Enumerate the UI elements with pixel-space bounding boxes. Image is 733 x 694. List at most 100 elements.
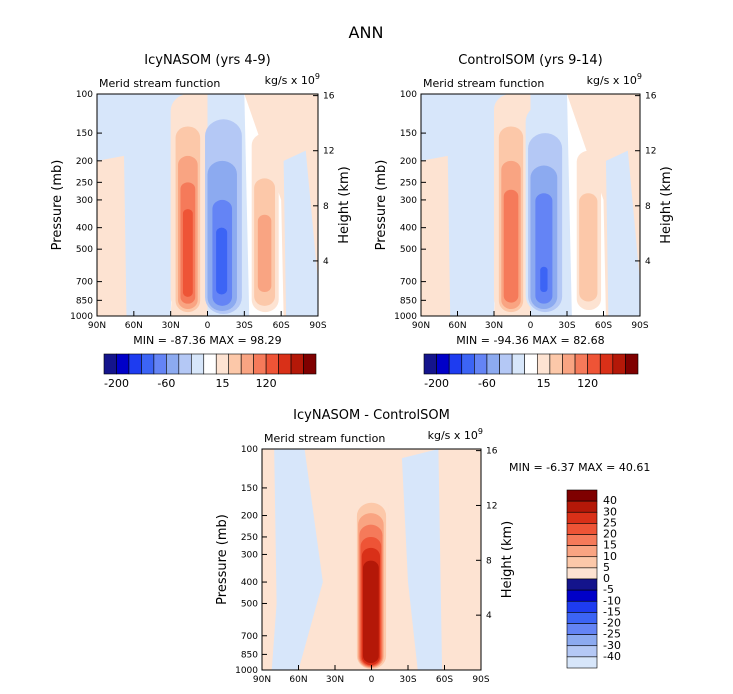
contour-field	[262, 449, 481, 670]
colorbar-label: 10	[603, 550, 617, 563]
contour-cell	[216, 227, 228, 295]
colorbar-swatch	[566, 656, 598, 669]
x-tick-label: 30S	[236, 321, 253, 331]
colorbar-swatch	[499, 353, 513, 375]
colorbar-label: -15	[603, 605, 621, 618]
y2-tick-label: 8	[323, 202, 329, 212]
colorbar-label: 40	[603, 494, 617, 507]
x-tick-label: 30N	[326, 675, 344, 685]
x-tick-label: 60N	[289, 675, 307, 685]
colorbar-swatch	[303, 353, 317, 375]
colorbar-label: 15	[603, 539, 617, 552]
colorbar-swatch	[215, 353, 230, 375]
panel-icynasom: IcyNASOM (yrs 4-9) Merid stream function k…	[50, 53, 352, 390]
y-tick-label: 100	[241, 445, 258, 455]
colorbar-swatch	[612, 353, 626, 375]
min-max-label: MIN = -87.36 MAX = 98.29	[133, 334, 281, 347]
y-tick-label: 300	[76, 196, 93, 206]
colorbar-label: -60	[478, 377, 496, 390]
colorbar-label: -10	[603, 594, 621, 607]
colorbar-swatch	[566, 556, 598, 569]
y-tick-label: 850	[400, 296, 417, 306]
y2-tick-label: 12	[645, 147, 656, 157]
colorbar-swatch	[549, 353, 563, 375]
colorbar-label: 25	[603, 516, 617, 529]
y-tick-label: 100	[400, 90, 417, 100]
y-tick-label: 500	[241, 599, 258, 609]
y2-tick-label: 8	[486, 556, 492, 566]
colorbar-swatch	[461, 353, 475, 375]
colorbar-swatch	[141, 353, 155, 375]
contour-cell	[143, 182, 164, 312]
pale-positive-region	[421, 155, 451, 316]
pale-negative-region	[271, 449, 323, 670]
x-tick-label: 0	[369, 675, 375, 685]
y-tick-label: 200	[241, 512, 258, 522]
y-axis-title: Pressure (mb)	[374, 160, 389, 251]
y-tick-label: 100	[76, 90, 93, 100]
colorbar-swatch	[566, 612, 598, 624]
y-tick-label: 850	[76, 296, 93, 306]
colorbar-swatch	[190, 353, 205, 375]
colorbar-label: -200	[424, 377, 449, 390]
colorbar-label: 15	[537, 377, 551, 390]
x-tick-label: 90S	[631, 321, 648, 331]
y-tick-label: 150	[241, 484, 258, 494]
y2-axis-title: Height (km)	[659, 166, 674, 243]
y-tick-label: 250	[241, 533, 258, 543]
units-label: kg/s x 109	[587, 72, 642, 87]
y-tick-label: 700	[241, 632, 258, 642]
colorbar-swatch	[474, 353, 488, 375]
contour-cell	[535, 193, 553, 304]
colorbar-label: 120	[256, 377, 277, 390]
colorbar-swatch	[128, 353, 142, 375]
colorbar-label: -60	[157, 377, 175, 390]
colorbar-label: -5	[603, 583, 614, 596]
colorbar-swatch	[562, 353, 576, 375]
x-tick-label: 60S	[595, 321, 612, 331]
colorbar-label: 20	[603, 528, 617, 541]
contour-cell	[257, 214, 272, 293]
colorbar-swatch	[486, 353, 500, 375]
y-tick-label: 400	[241, 578, 258, 588]
contour-cell	[579, 193, 598, 302]
y-tick-label: 700	[76, 278, 93, 288]
y-tick-label: 300	[241, 550, 258, 560]
colorbar-label: -20	[603, 617, 621, 630]
x-tick-label: 30S	[558, 321, 575, 331]
x-tick-label: 60S	[273, 321, 290, 331]
y-tick-label: 700	[400, 278, 417, 288]
y-tick-label: 850	[241, 650, 258, 660]
y-tick-label: 400	[76, 224, 93, 234]
y-tick-label: 200	[400, 157, 417, 167]
units-label: kg/s x 109	[428, 427, 483, 442]
colorbar-swatch	[566, 489, 598, 502]
colorbar-swatch	[566, 589, 598, 602]
y2-tick-label: 12	[323, 147, 334, 157]
y2-axis-title: Height (km)	[500, 521, 515, 598]
y2-tick-label: 16	[645, 92, 657, 102]
min-max-label: MIN = -94.36 MAX = 82.68	[456, 334, 604, 347]
contour-cell	[182, 209, 193, 297]
panel-title: IcyNASOM - ControlSOM	[293, 408, 450, 423]
colorbar-swatch	[566, 578, 598, 591]
colorbar-swatch	[448, 353, 463, 375]
colorbar-swatch	[566, 600, 598, 613]
y-tick-label: 300	[400, 196, 417, 206]
y-axis-title: Pressure (mb)	[50, 160, 65, 251]
x-tick-label: 60N	[448, 321, 466, 331]
y-tick-label: 400	[400, 224, 417, 234]
colorbar-swatch	[566, 511, 598, 524]
panel-subtitle: Merid stream function	[99, 77, 220, 90]
colorbar-swatch	[103, 353, 117, 375]
y2-tick-label: 12	[486, 501, 497, 511]
y-tick-label: 1000	[394, 312, 417, 322]
x-tick-label: 60N	[125, 321, 143, 331]
colorbar-swatch	[116, 353, 130, 375]
pale-negative-region	[283, 150, 318, 316]
x-tick-label: 90S	[309, 321, 326, 331]
colorbar-swatch	[240, 353, 254, 375]
colorbar-swatch	[566, 645, 598, 658]
y-tick-label: 1000	[235, 666, 258, 676]
x-tick-label: 30N	[485, 321, 503, 331]
